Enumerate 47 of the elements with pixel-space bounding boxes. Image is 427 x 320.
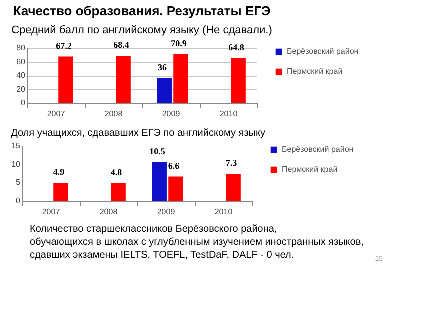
text: сдавших экзамены IELTS, TOEFL, TestDaF, DALF - 0 чел. xyxy=(30,250,294,261)
bar xyxy=(116,56,131,103)
y-tick-label: 5 xyxy=(16,178,22,188)
x-tick-label: 2010 xyxy=(214,208,234,216)
chart-title: Доля учащихся, сдававших ЕГЭ по английскому языку xyxy=(11,128,266,139)
data-label: 70.9 xyxy=(171,38,188,48)
data-label: 67.2 xyxy=(56,40,72,51)
x-tick-label: 2007 xyxy=(47,110,66,118)
legend-label: Берёзовский район xyxy=(282,145,354,154)
data-label: 4.9 xyxy=(53,167,66,178)
data-label: 6.6 xyxy=(168,160,180,171)
y-tick-label: 40 xyxy=(16,71,26,80)
bar xyxy=(226,174,241,201)
text: Количество старшеклассников Берёзовского района, xyxy=(30,223,278,236)
x-tick-label: 2010 xyxy=(220,110,238,118)
x-tick-label: 2008 xyxy=(100,208,118,216)
chart-subtitle: Средний балл по английскому языку (Не сдавали.) xyxy=(12,24,272,36)
y-tick-label: 80 xyxy=(16,44,26,52)
bar xyxy=(157,78,172,103)
data-label: 10.5 xyxy=(150,146,166,156)
y-tick-label: 15 xyxy=(12,142,22,150)
legend-label: Берёзовский район xyxy=(287,47,359,56)
data-label: 36 xyxy=(158,62,168,72)
bar xyxy=(152,162,167,201)
data-label: 64.8 xyxy=(228,42,245,52)
y-tick-label: 20 xyxy=(16,84,26,94)
data-label: 4.8 xyxy=(110,167,123,178)
bar xyxy=(58,56,74,103)
y-tick-label: 10 xyxy=(12,160,22,169)
data-label: 68.4 xyxy=(114,40,130,50)
bar xyxy=(231,58,246,103)
y-tick-label: 60 xyxy=(16,57,26,66)
legend-label: Пермский край xyxy=(282,165,338,174)
bar xyxy=(174,54,188,103)
y-tick-label: 0 xyxy=(21,98,26,108)
bar xyxy=(168,176,184,201)
x-tick-label: 2009 xyxy=(162,110,181,118)
chart-title: Качество образования. Результаты ЕГЭ xyxy=(13,3,271,18)
x-tick-label: 2008 xyxy=(104,110,124,118)
legend-label: Пермский край xyxy=(287,67,343,76)
x-tick-label: 2009 xyxy=(157,208,176,216)
data-label: 7.3 xyxy=(226,158,238,168)
x-tick-label: 2007 xyxy=(42,208,61,216)
y-tick-label: 0 xyxy=(16,196,22,206)
bar xyxy=(111,183,126,201)
text: обучающихся в школах с углубленным изучением иностранных языков, xyxy=(30,236,365,249)
bar xyxy=(54,183,68,201)
